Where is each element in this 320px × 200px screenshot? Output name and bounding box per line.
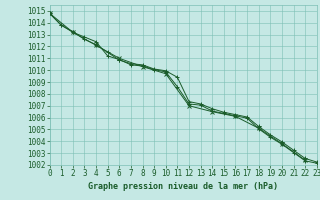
- X-axis label: Graphe pression niveau de la mer (hPa): Graphe pression niveau de la mer (hPa): [88, 182, 278, 191]
